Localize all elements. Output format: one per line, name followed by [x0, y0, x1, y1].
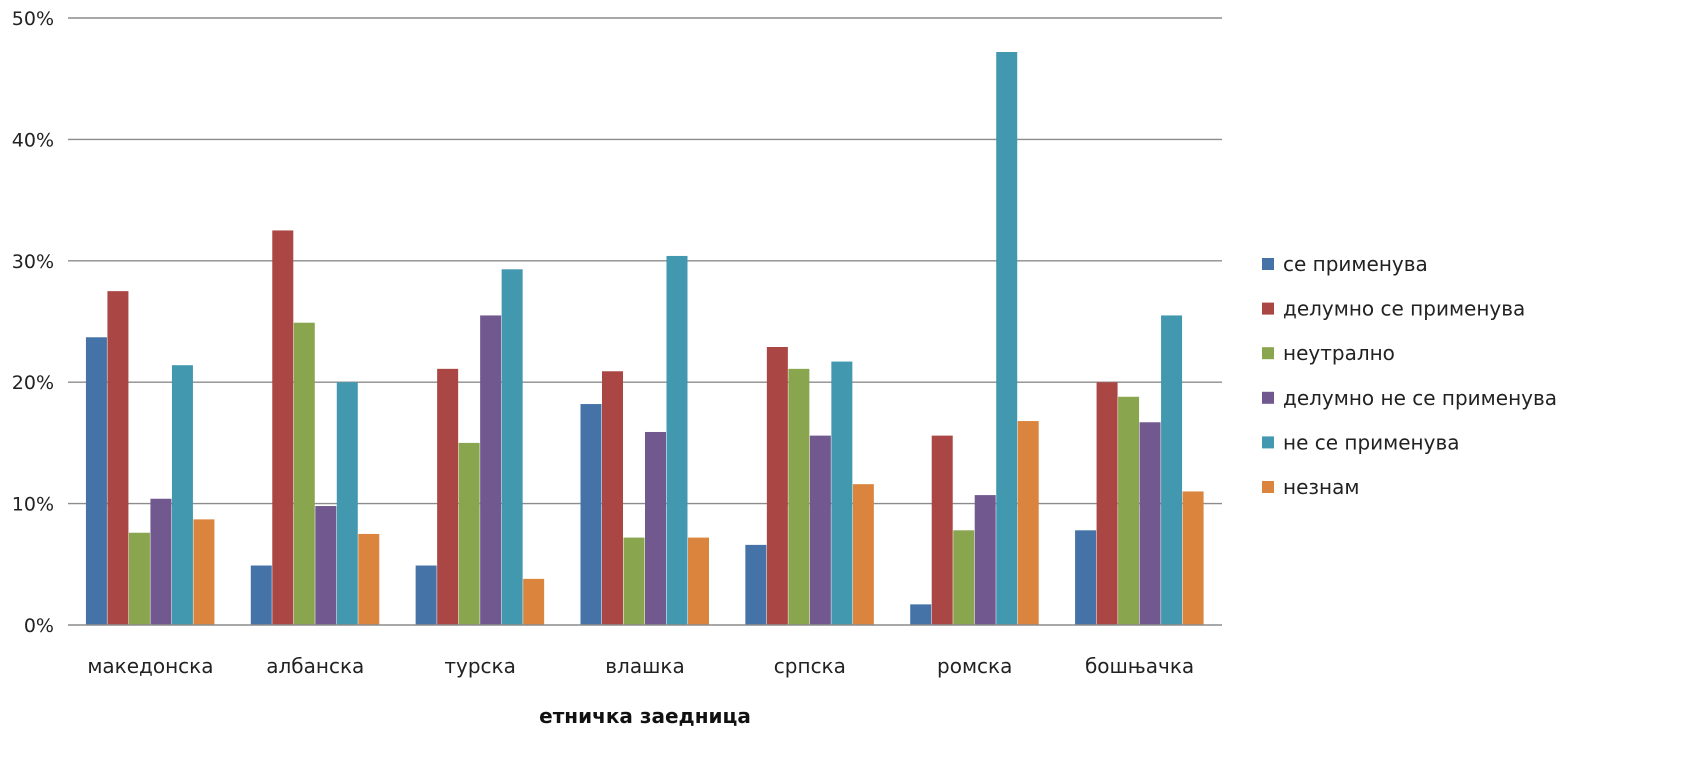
y-tick-label: 20% [12, 372, 54, 394]
x-category-label: турска [444, 654, 516, 678]
x-category-label: албанска [266, 654, 364, 678]
bar [580, 404, 602, 625]
legend-swatch [1262, 302, 1274, 315]
legend-swatch [1262, 347, 1274, 360]
legend-label: не се применува [1283, 430, 1460, 454]
y-tick-label: 10% [12, 494, 54, 516]
y-tick-label: 30% [12, 251, 54, 273]
bar [831, 361, 853, 625]
bar [953, 530, 975, 625]
gridlines [68, 17, 1222, 505]
bar [623, 537, 645, 625]
bar [766, 346, 788, 625]
bar [1161, 315, 1183, 625]
bar [688, 537, 709, 625]
bar [193, 519, 215, 625]
bar [1075, 530, 1097, 625]
legend-swatch [1262, 258, 1274, 270]
bar [107, 291, 129, 625]
bar [415, 565, 437, 625]
bar [480, 315, 502, 625]
bar [809, 435, 831, 625]
bar [1118, 396, 1140, 625]
legend-label: делумно се применува [1283, 297, 1525, 321]
bar [171, 365, 193, 625]
bar [602, 371, 623, 625]
bar [150, 498, 172, 625]
legend-label: се применува [1283, 252, 1428, 276]
x-category-label: македонска [87, 654, 213, 678]
legend-swatch [1262, 391, 1274, 404]
y-tick-label: 0% [24, 615, 54, 637]
x-category-label: бошњачка [1085, 654, 1194, 678]
bar [1139, 422, 1161, 625]
bar [852, 484, 874, 625]
legend-label: незнам [1283, 475, 1359, 499]
bar [315, 506, 337, 625]
bar [523, 578, 545, 625]
bar [501, 269, 523, 625]
bars [85, 51, 1204, 625]
bar [293, 322, 315, 625]
bar [745, 544, 767, 625]
x-category-label: ромска [937, 654, 1012, 678]
bar [336, 382, 358, 625]
y-tick-label: 40% [12, 129, 54, 151]
bar [1017, 421, 1039, 625]
bar [788, 368, 810, 625]
bar [666, 255, 688, 625]
legend-label: неутрално [1283, 341, 1395, 365]
bar [358, 533, 380, 625]
bar [645, 431, 666, 625]
bar [272, 230, 294, 625]
bar [458, 442, 480, 625]
x-axis-category-labels: македонска албанска турска влашка српска ромс… [87, 654, 1194, 678]
bar [996, 51, 1018, 625]
legend: се применува делумно се применува неутралн… [1262, 252, 1557, 499]
legend-swatch [1262, 436, 1274, 449]
bar [250, 565, 272, 625]
bar [1182, 491, 1204, 625]
y-axis-tick-labels: 0% 10% 20% 30% 40% 50% [12, 8, 54, 637]
y-tick-label: 50% [12, 8, 54, 30]
x-category-label: влашка [605, 654, 684, 678]
bar [974, 495, 996, 625]
bar [128, 532, 150, 625]
legend-swatch [1262, 481, 1274, 493]
bar [931, 435, 953, 625]
bar [910, 604, 932, 625]
bar [85, 337, 107, 625]
bar [437, 368, 459, 625]
x-axis-title: етничка заедница [539, 704, 751, 728]
x-category-label: српска [774, 654, 846, 678]
legend-label: делумно не се применува [1283, 386, 1557, 410]
bar [1096, 382, 1118, 625]
